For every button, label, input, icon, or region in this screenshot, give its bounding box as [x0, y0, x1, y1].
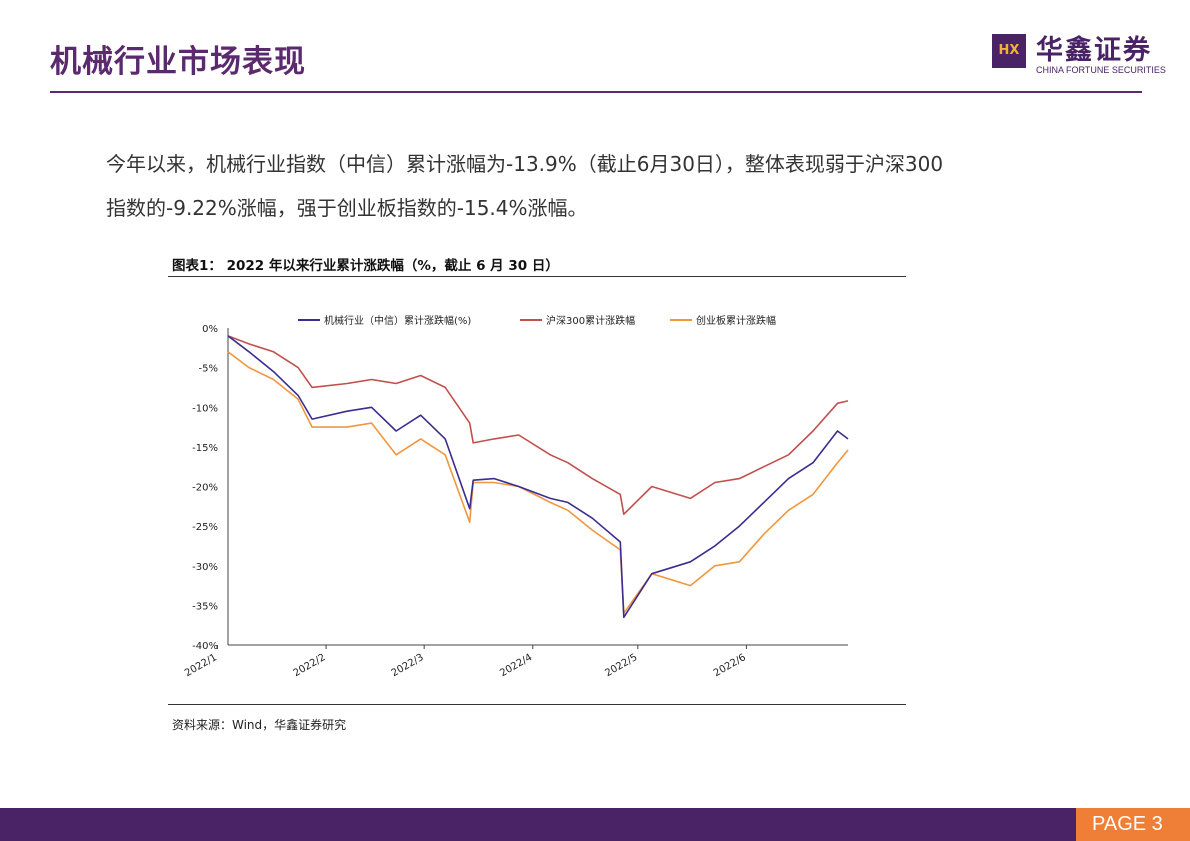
x-tick-label: 2022/2 [292, 652, 328, 679]
y-tick-label: 0% [202, 324, 218, 335]
title-divider [50, 91, 1142, 93]
figure-caption: 图表1： 2022 年以来行业累计涨跌幅（%，截止 6 月 30 日） [172, 258, 559, 274]
intro-line-2: 指数的-9.22%涨幅，强于创业板指数的-15.4%涨幅。 [106, 196, 588, 220]
y-tick-label: -5% [199, 364, 218, 375]
page-number: PAGE 3 [1076, 808, 1190, 841]
y-tick-label: -35% [192, 601, 218, 612]
footer-bar [0, 808, 1190, 841]
figure-top-rule [168, 276, 906, 277]
x-tick-label: 2022/6 [712, 652, 748, 679]
y-tick-label: -40% [192, 641, 218, 652]
series-line-1 [227, 335, 849, 619]
intro-text: 今年以来，机械行业指数（中信）累计涨幅为-13.9%（截止6月30日），整体表现… [106, 142, 966, 230]
y-tick-label: -25% [192, 522, 218, 533]
y-tick-label: -20% [192, 483, 218, 494]
x-tick-label: 2022/3 [390, 652, 426, 679]
intro-line-1: 今年以来，机械行业指数（中信）累计涨幅为-13.9%（截止6月30日），整体表现… [106, 152, 944, 176]
x-tick-label: 2022/1 [183, 652, 219, 679]
logo-icon: HX [992, 34, 1026, 68]
figure-bottom-rule [168, 704, 906, 705]
logo-name-en: CHINA FORTUNE SECURITIES [1036, 65, 1166, 75]
series-line-2 [227, 335, 849, 515]
y-tick-label: -15% [192, 443, 218, 454]
series-line-3 [227, 351, 849, 615]
page-title: 机械行业市场表现 [50, 44, 306, 80]
company-logo: HX 华鑫证券 CHINA FORTUNE SECURITIES [992, 28, 1166, 82]
x-tick-label: 2022/5 [603, 652, 639, 679]
y-tick-label: -30% [192, 562, 218, 573]
line-chart: 0% -5% -10% -15% -20% -25% -30% -35% -40%2022/1 2… [183, 314, 849, 679]
y-tick-label: -10% [192, 403, 218, 414]
legend-label-1: 机械行业（中信）累计涨跌幅(%) [324, 314, 471, 327]
logo-name-cn: 华鑫证券 [1036, 35, 1152, 66]
figure-source: 资料来源：Wind，华鑫证券研究 [172, 718, 347, 732]
legend-label-2: 沪深300累计涨跌幅 [546, 314, 635, 327]
x-tick-label: 2022/4 [498, 652, 534, 679]
legend-label-3: 创业板累计涨跌幅 [696, 314, 776, 327]
